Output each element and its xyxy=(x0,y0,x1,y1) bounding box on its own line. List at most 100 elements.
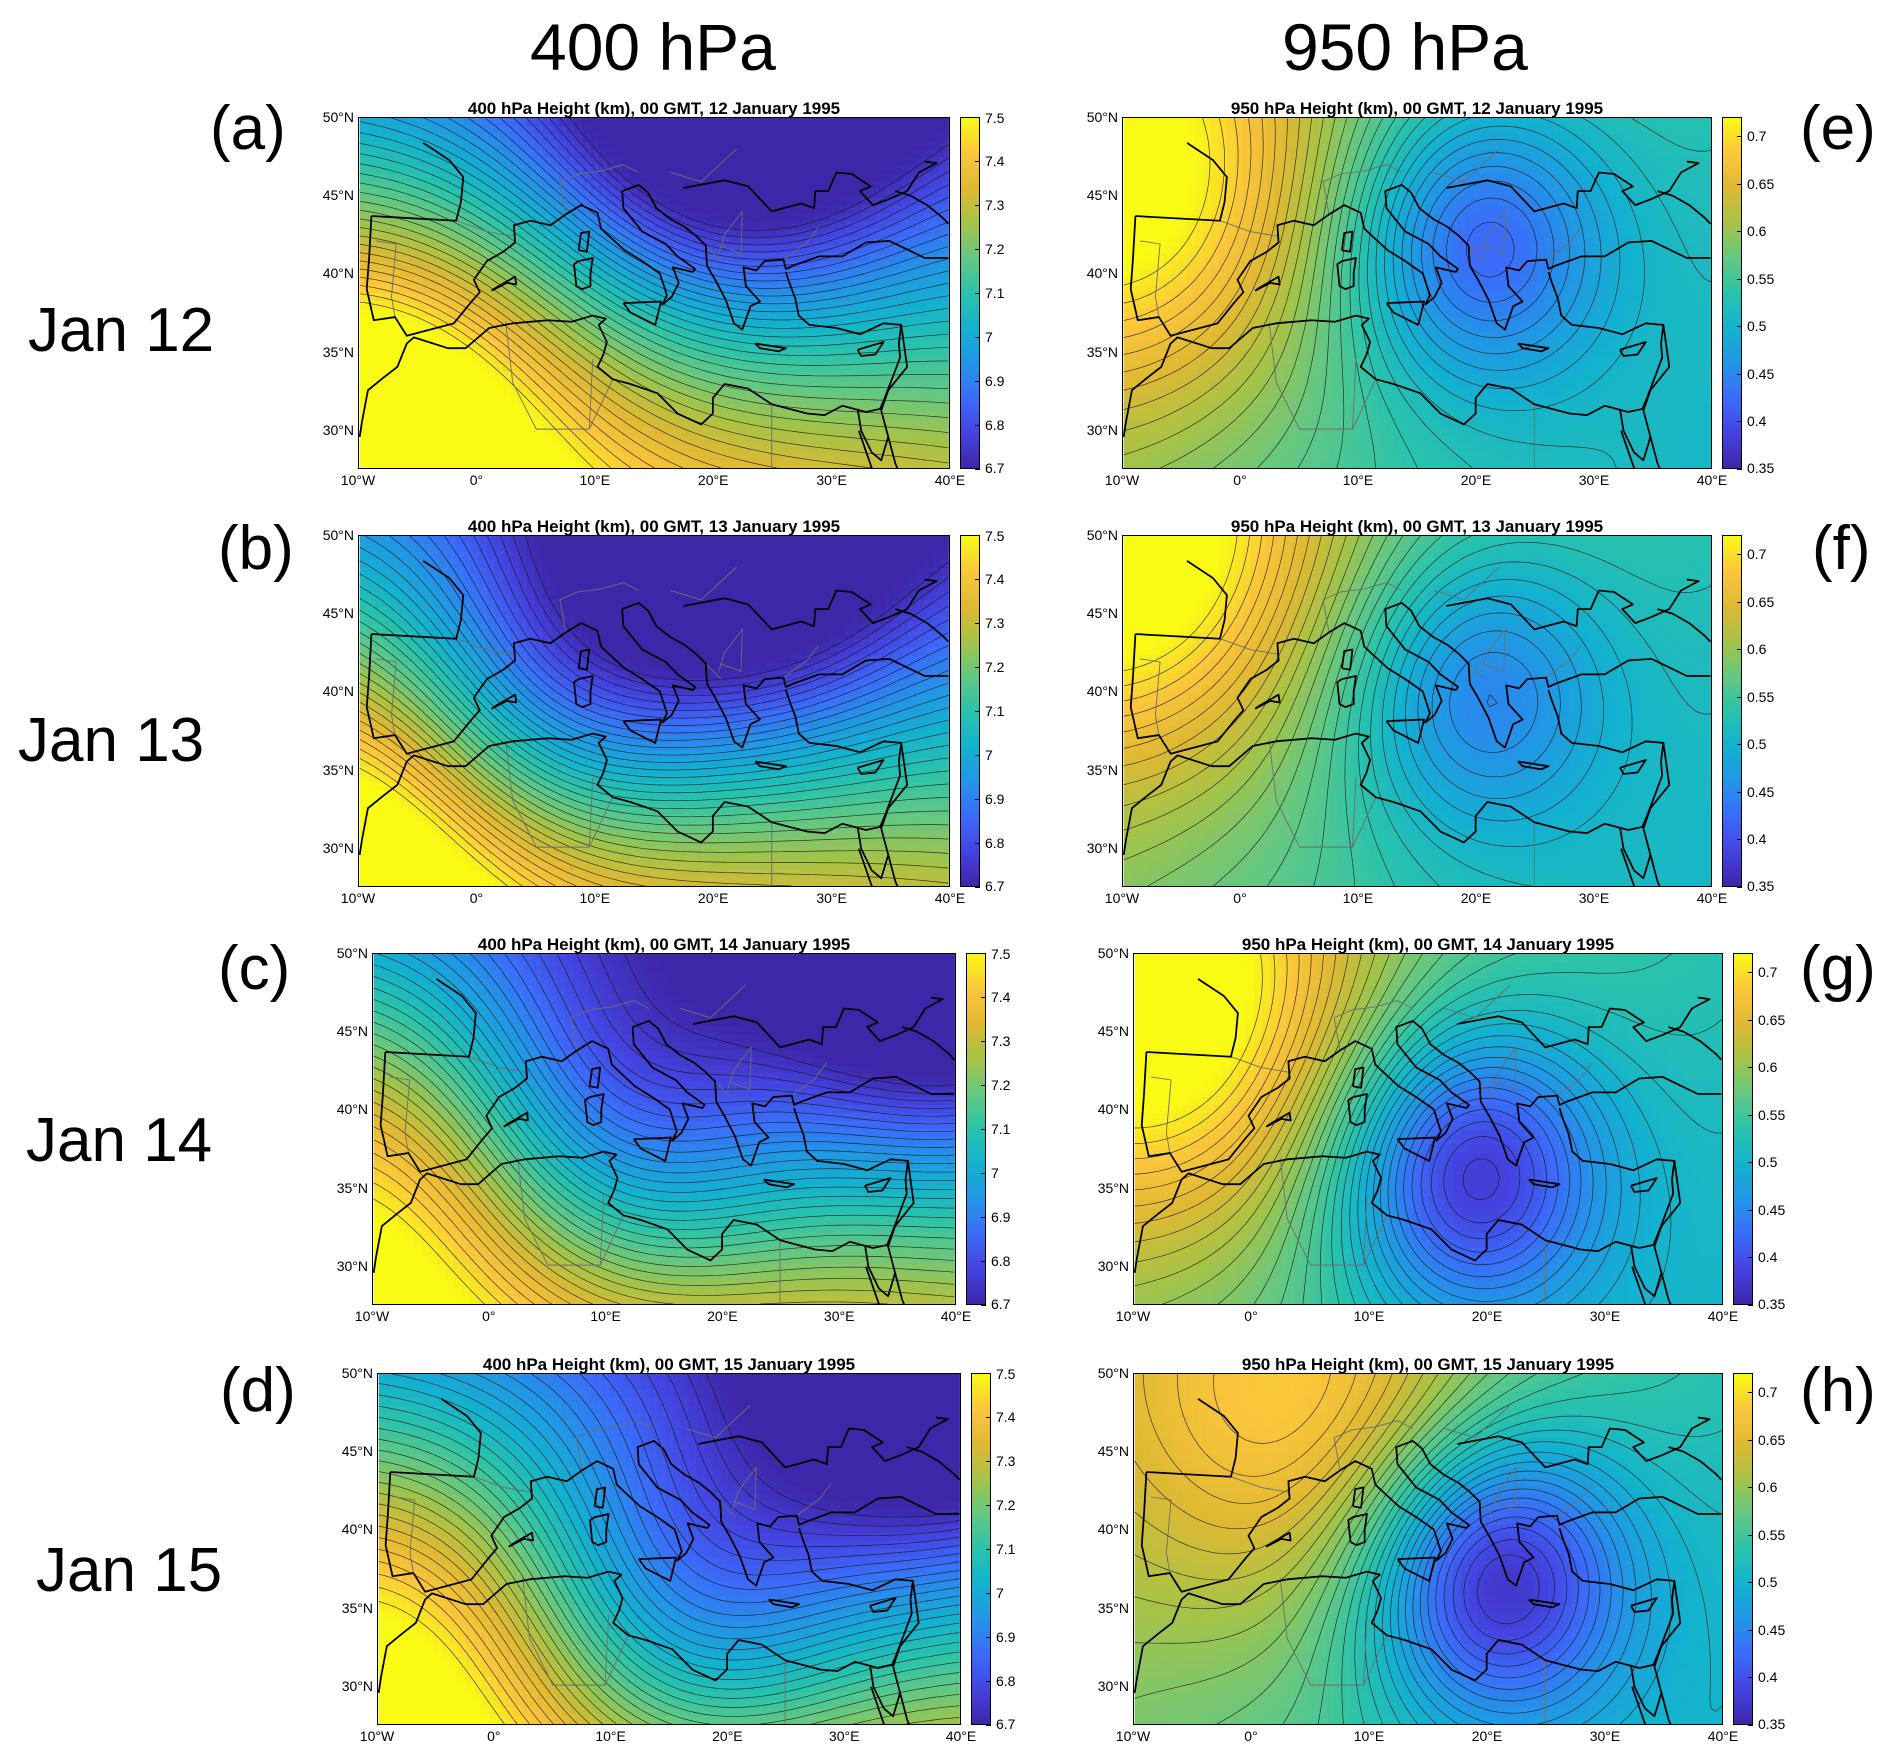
panel-title-f: 950 hPa Height (km), 00 GMT, 13 January … xyxy=(1122,518,1712,535)
colorbar-tick-label: 0.6 xyxy=(1747,224,1766,238)
lon-tick-label: 30°E xyxy=(1569,473,1619,487)
colorbar-tick-label: 0.5 xyxy=(1747,737,1766,751)
colorbar-tick-label: 7 xyxy=(985,748,993,762)
colorbar-tick xyxy=(1748,1392,1753,1394)
colorbar-tick xyxy=(975,535,980,536)
colorbar-tick-label: 6.8 xyxy=(991,1254,1010,1268)
colorbar-tick xyxy=(975,293,980,294)
lon-tick-label: 40°E xyxy=(1698,1309,1748,1323)
colorbar-tick-label: 0.5 xyxy=(1747,319,1766,333)
map-svg-g xyxy=(1134,954,1722,1304)
colorbar-tick xyxy=(986,1681,991,1682)
coastlines-c xyxy=(373,978,955,1304)
colorbar-tick-label: 0.4 xyxy=(1758,1250,1777,1264)
lat-tick-label: 50°N xyxy=(1081,1366,1129,1380)
colorbar-tick-label: 6.8 xyxy=(985,418,1004,432)
colorbar-tick-label: 7.5 xyxy=(985,529,1004,543)
colorbar-tick-label: 7.2 xyxy=(996,1498,1015,1512)
lat-tick-label: 45°N xyxy=(1081,1024,1129,1038)
colorbar-tick-label: 0.55 xyxy=(1758,1108,1785,1122)
colorbar-tick-label: 6.9 xyxy=(985,792,1004,806)
colorbar-tick xyxy=(1737,183,1742,185)
colorbar-tick xyxy=(1748,1114,1753,1116)
colorbar-tick-label: 7.2 xyxy=(991,1078,1010,1092)
panel-title-b: 400 hPa Height (km), 00 GMT, 13 January … xyxy=(358,518,950,535)
map-area-c xyxy=(372,953,956,1305)
colorbar-tick xyxy=(1748,1305,1753,1306)
lat-tick-label: 30°N xyxy=(1081,1679,1129,1693)
lon-tick-label: 40°E xyxy=(925,473,975,487)
lat-tick-label: 40°N xyxy=(1081,1102,1129,1116)
lon-tick-label: 10°W xyxy=(1108,1729,1158,1743)
lat-tick-label: 30°N xyxy=(325,1679,373,1693)
lon-tick-label: 20°E xyxy=(1462,1309,1512,1323)
lat-tick-label: 40°N xyxy=(1070,684,1118,698)
lat-tick-label: 35°N xyxy=(1070,345,1118,359)
colorbar-tick-label: 0.45 xyxy=(1758,1623,1785,1637)
colorbar-tick-label: 0.5 xyxy=(1758,1575,1777,1589)
lat-tick-label: 30°N xyxy=(306,423,354,437)
map-panel-d: 400 hPa Height (km), 00 GMT, 15 January … xyxy=(342,1356,1016,1743)
colorbar-tick xyxy=(975,161,980,162)
lat-tick-label: 35°N xyxy=(325,1601,373,1615)
colorbar-f xyxy=(1722,535,1742,887)
colorbar-tick xyxy=(1737,696,1742,698)
coastlines-b xyxy=(359,560,949,886)
lat-tick-label: 40°N xyxy=(306,684,354,698)
colorbar-tick-label: 0.45 xyxy=(1747,367,1774,381)
colorbar-tick-label: 7.4 xyxy=(991,990,1010,1004)
map-panel-h: 950 hPa Height (km), 00 GMT, 15 January … xyxy=(1098,1356,1786,1743)
lon-tick-label: 10°W xyxy=(333,891,383,905)
lon-tick-label: 10°E xyxy=(1344,1309,1394,1323)
map-area-a xyxy=(358,117,950,469)
lat-tick-label: 40°N xyxy=(306,266,354,280)
colorbar-tick xyxy=(1737,421,1742,423)
colorbar-tick xyxy=(1748,1019,1753,1021)
colorbar-tick-label: 6.8 xyxy=(996,1674,1015,1688)
colorbar-tick xyxy=(1737,136,1742,138)
colorbar-tick xyxy=(975,843,980,844)
colorbar-tick xyxy=(975,381,980,382)
coastlines-e xyxy=(1123,142,1711,468)
height-field-e xyxy=(1123,118,1711,468)
lat-tick-label: 50°N xyxy=(306,528,354,542)
panel-letter-g: (g) xyxy=(1800,938,1876,1000)
colorbar-tick-label: 6.9 xyxy=(996,1630,1015,1644)
map-svg-d xyxy=(378,1374,960,1724)
colorbar-tick-label: 6.7 xyxy=(985,461,1004,475)
colorbar-tick-label: 7.2 xyxy=(985,242,1004,256)
colorbar-tick xyxy=(986,1417,991,1418)
colorbar-tick-label: 6.7 xyxy=(985,879,1004,893)
colorbar-tick-label: 7.1 xyxy=(985,704,1004,718)
row-label-jan12: Jan 12 xyxy=(28,300,214,362)
panel-letter-b: (b) xyxy=(218,518,294,580)
map-panel-f: 950 hPa Height (km), 00 GMT, 13 January … xyxy=(1087,518,1775,905)
lon-tick-label: 40°E xyxy=(1687,473,1737,487)
map-area-e xyxy=(1122,117,1712,469)
map-panel-c: 400 hPa Height (km), 00 GMT, 14 January … xyxy=(337,936,1011,1323)
colorbar-tick xyxy=(1737,791,1742,793)
map-area-h xyxy=(1133,1373,1723,1725)
colorbar-tick-label: 7.3 xyxy=(985,616,1004,630)
country-borders-f xyxy=(1140,566,1582,886)
colorbar-tick xyxy=(981,1305,986,1306)
map-svg-a xyxy=(359,118,949,468)
lat-tick-label: 45°N xyxy=(320,1024,368,1038)
lat-tick-label: 30°N xyxy=(1070,841,1118,855)
colorbar-tick-label: 7.4 xyxy=(985,572,1004,586)
lat-tick-label: 50°N xyxy=(320,946,368,960)
coastlines-d xyxy=(378,1398,960,1724)
colorbar-tick xyxy=(981,1173,986,1174)
colorbar-tick-label: 0.6 xyxy=(1747,642,1766,656)
lon-tick-label: 10°W xyxy=(1108,1309,1158,1323)
map-svg-e xyxy=(1123,118,1711,468)
country-borders-g xyxy=(1151,984,1593,1304)
lat-tick-label: 45°N xyxy=(1070,606,1118,620)
lon-tick-label: 40°E xyxy=(1687,891,1737,905)
panel-letter-f: (f) xyxy=(1812,518,1871,580)
lon-tick-label: 10°E xyxy=(1333,473,1383,487)
lon-tick-label: 20°E xyxy=(1462,1729,1512,1743)
colorbar-tick xyxy=(986,1373,991,1374)
height-field-f xyxy=(1123,536,1711,886)
colorbar-tick-label: 6.7 xyxy=(996,1717,1015,1731)
